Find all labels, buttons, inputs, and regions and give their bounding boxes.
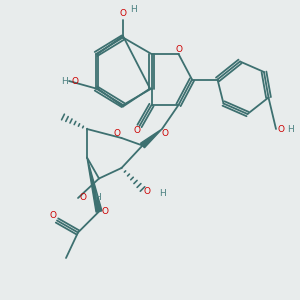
Text: O: O xyxy=(79,194,86,202)
Text: O: O xyxy=(113,129,121,138)
Text: O: O xyxy=(71,76,79,85)
Text: O: O xyxy=(49,212,56,220)
Text: O: O xyxy=(133,126,140,135)
Text: H: H xyxy=(61,76,68,85)
Polygon shape xyxy=(141,129,162,148)
Polygon shape xyxy=(87,158,102,212)
Text: O: O xyxy=(277,124,284,134)
Text: H: H xyxy=(94,194,101,202)
Text: H: H xyxy=(288,124,294,134)
Text: H: H xyxy=(159,189,166,198)
Text: O: O xyxy=(101,207,109,216)
Text: H: H xyxy=(130,4,137,14)
Text: O: O xyxy=(119,9,127,18)
Text: O: O xyxy=(175,45,182,54)
Text: O: O xyxy=(143,188,151,196)
Text: O: O xyxy=(161,129,169,138)
